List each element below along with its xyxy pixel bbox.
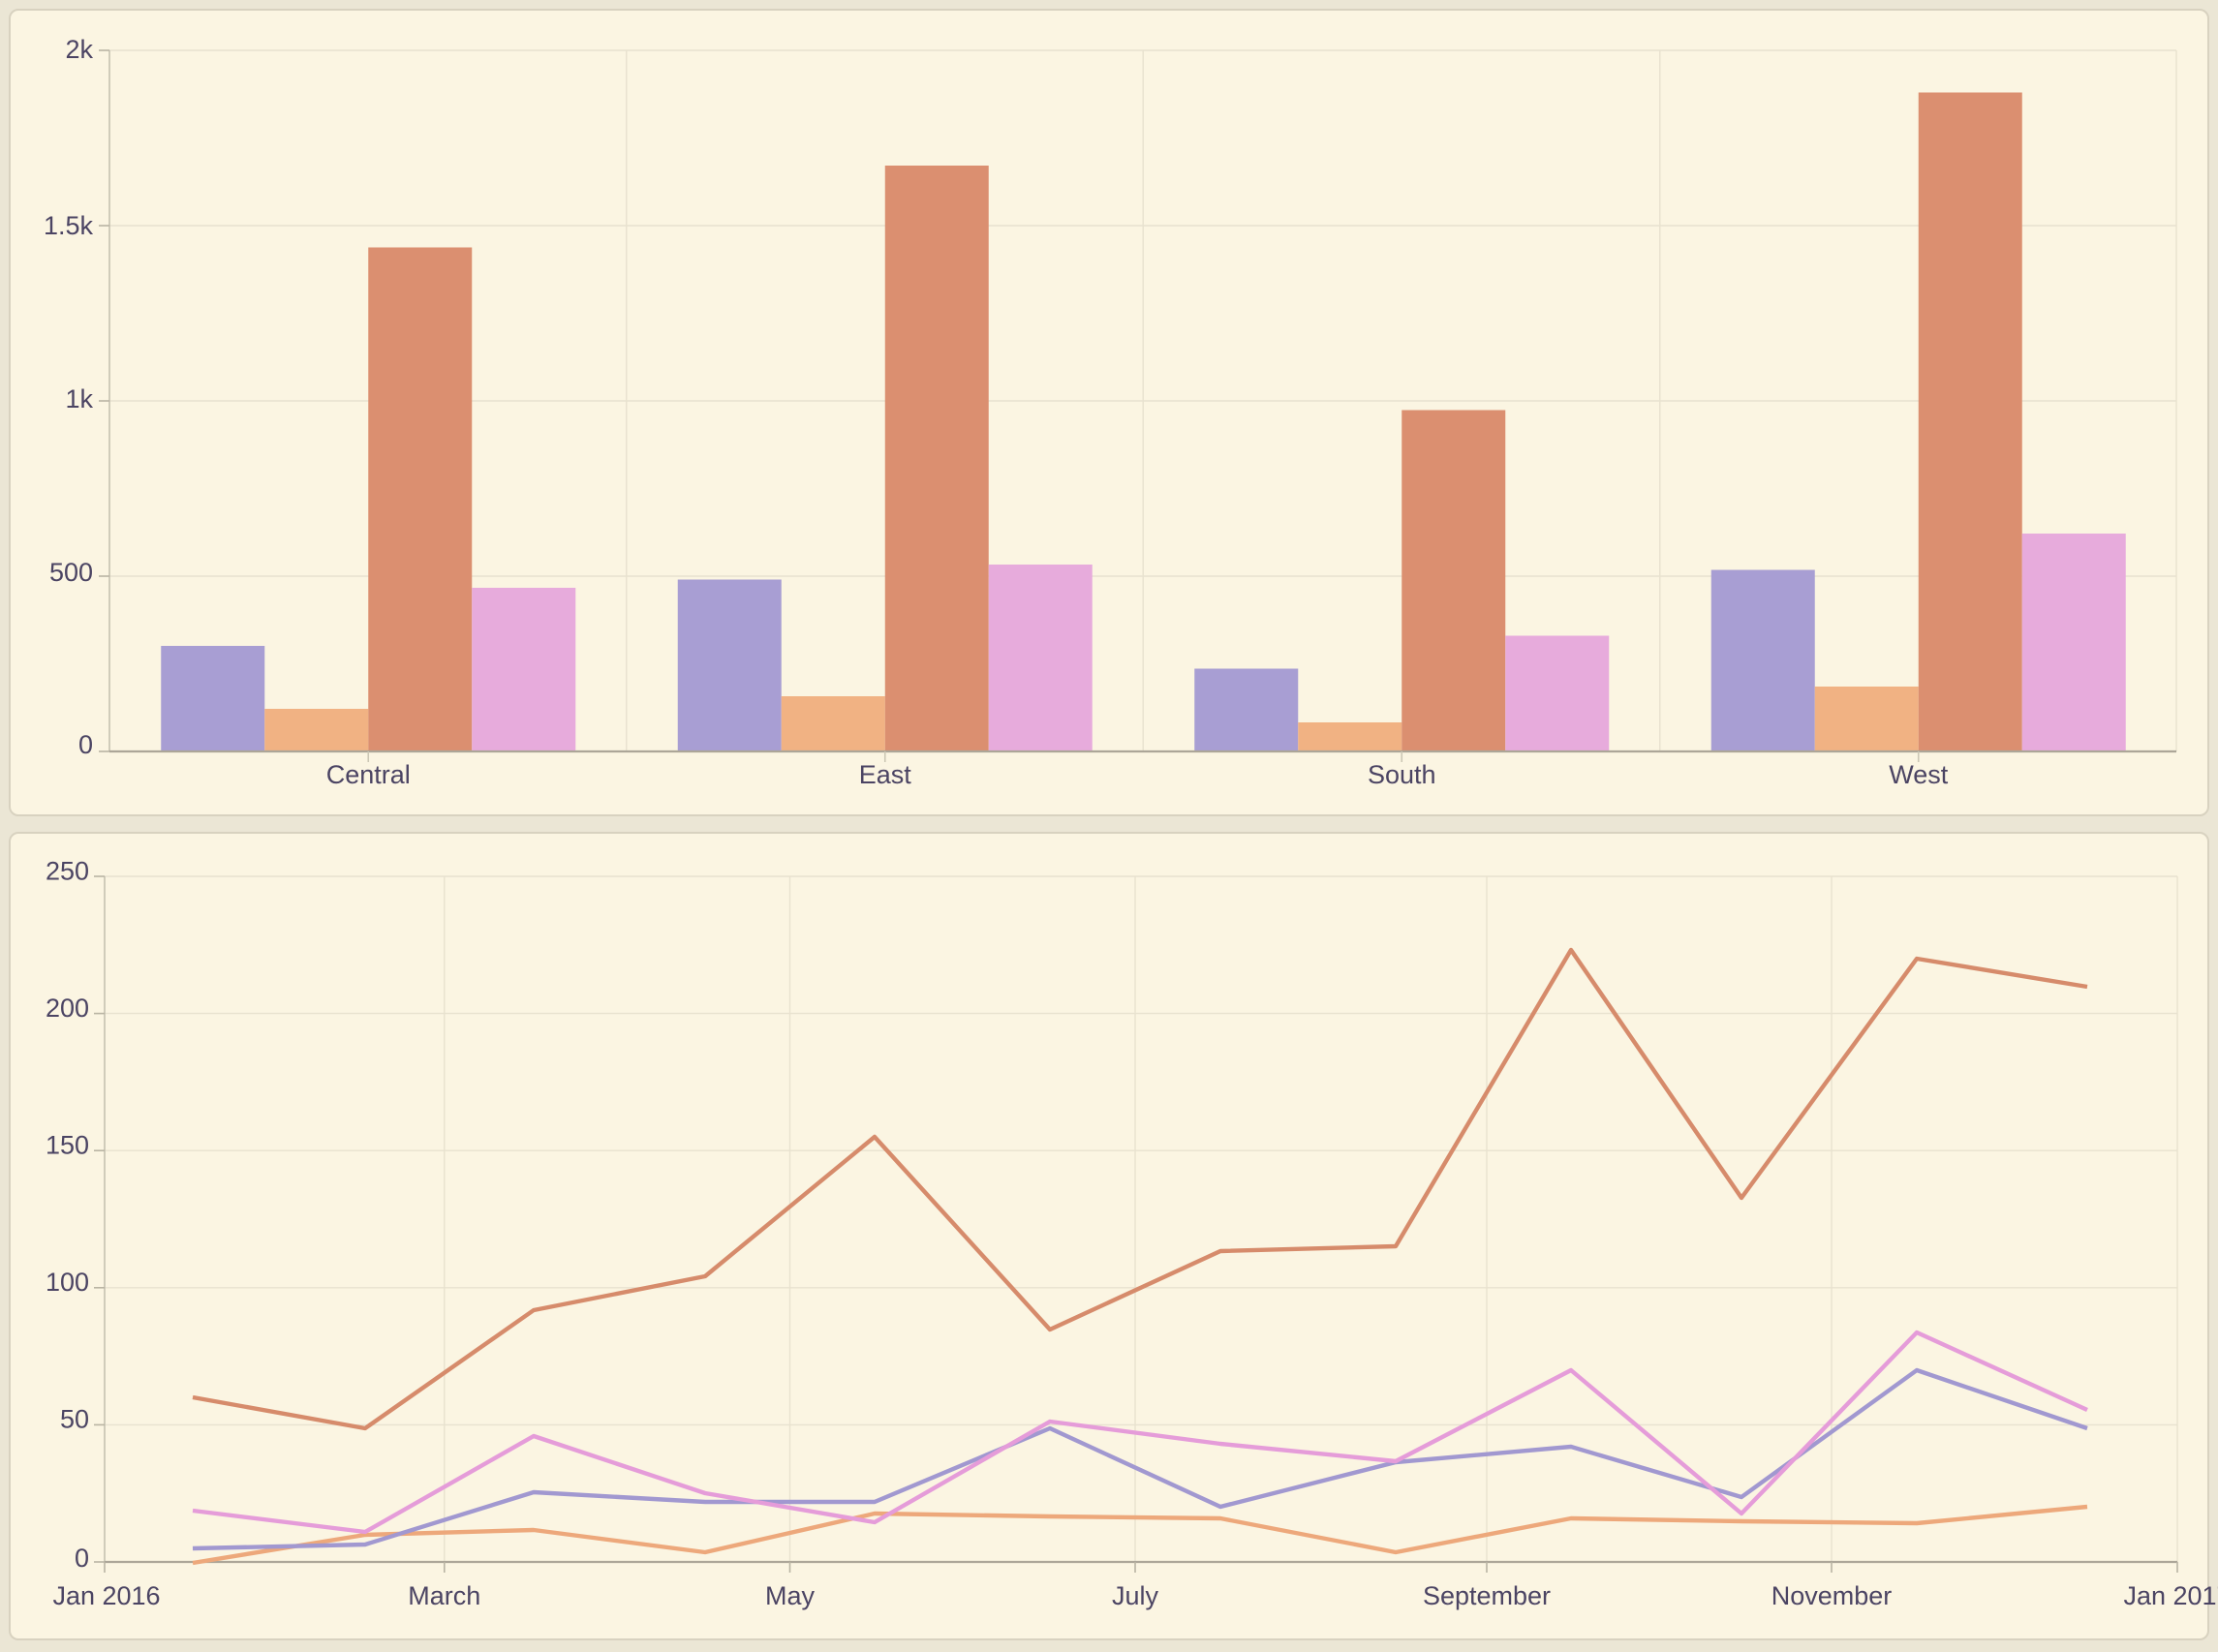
svg-text:Jan 2017: Jan 2017 bbox=[2123, 1581, 2218, 1610]
svg-text:March: March bbox=[408, 1581, 480, 1610]
svg-text:150: 150 bbox=[46, 1131, 89, 1160]
svg-text:November: November bbox=[1771, 1581, 1893, 1610]
svg-text:100: 100 bbox=[46, 1268, 89, 1297]
svg-text:2k: 2k bbox=[65, 35, 93, 64]
svg-text:West: West bbox=[1889, 760, 1949, 789]
svg-text:1k: 1k bbox=[65, 384, 93, 413]
svg-text:250: 250 bbox=[46, 857, 89, 886]
svg-text:September: September bbox=[1423, 1581, 1551, 1610]
svg-text:500: 500 bbox=[49, 558, 93, 587]
svg-text:July: July bbox=[1112, 1581, 1159, 1610]
svg-text:0: 0 bbox=[78, 730, 93, 759]
svg-text:East: East bbox=[859, 760, 912, 789]
svg-text:50: 50 bbox=[60, 1405, 89, 1434]
svg-text:May: May bbox=[765, 1581, 816, 1610]
svg-text:200: 200 bbox=[46, 994, 89, 1023]
svg-text:0: 0 bbox=[75, 1544, 89, 1573]
svg-text:South: South bbox=[1368, 760, 1436, 789]
svg-text:1.5k: 1.5k bbox=[44, 211, 94, 240]
svg-text:Central: Central bbox=[326, 760, 411, 789]
svg-text:Jan 2016: Jan 2016 bbox=[52, 1581, 160, 1610]
